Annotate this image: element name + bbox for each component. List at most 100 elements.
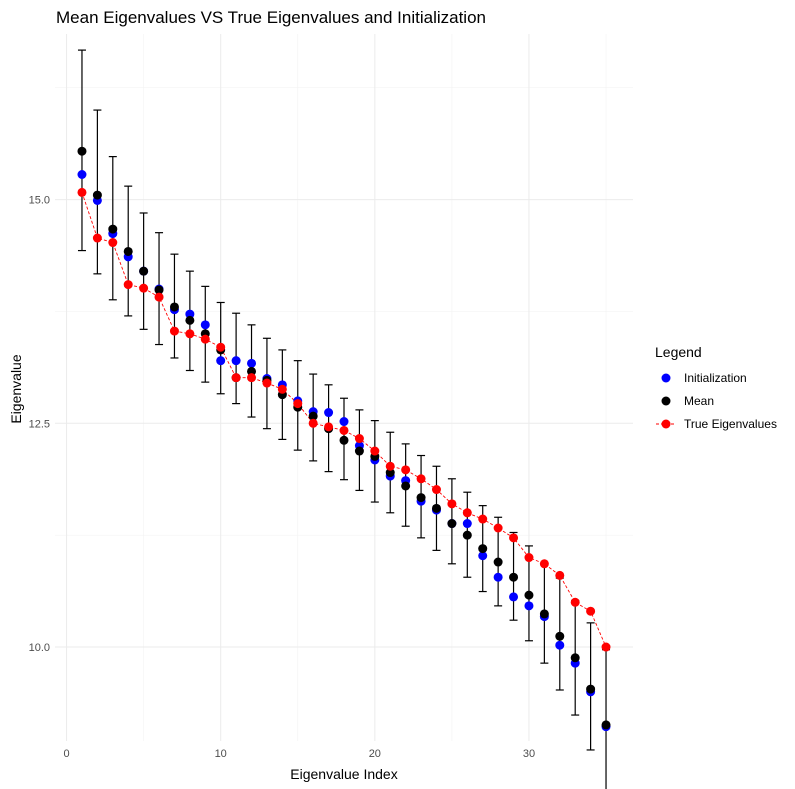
initialization-point	[247, 358, 257, 368]
true-eigenvalue-point	[416, 474, 426, 484]
mean-points	[77, 146, 611, 730]
true-eigenvalue-point	[277, 384, 287, 394]
x-axis-ticks: 0 10 20 30	[63, 748, 535, 760]
y-tick-label: 15.0	[29, 195, 50, 207]
mean-point	[462, 530, 472, 540]
y-axis-ticks: 10.0 12.5 15.0	[29, 195, 50, 654]
initialization-point	[231, 356, 241, 366]
initialization-point	[509, 592, 519, 602]
mean-point	[185, 315, 195, 325]
mean-point	[385, 468, 395, 478]
mean-point	[308, 411, 318, 421]
mean-point	[247, 366, 257, 376]
legend-label-mean: Mean	[684, 394, 714, 408]
true-eigenvalue-points	[77, 187, 611, 652]
true-eigenvalue-point	[231, 373, 241, 383]
mean-point	[555, 631, 565, 641]
legend: Legend Initialization Mean True Eigenval…	[655, 344, 777, 431]
initialization-point	[462, 519, 472, 529]
mean-point	[123, 246, 133, 256]
true-eigenvalue-point	[169, 326, 179, 336]
legend-key-initialization	[661, 373, 671, 383]
y-tick-label: 10.0	[29, 642, 50, 654]
mean-point	[416, 493, 426, 503]
true-eigenvalue-point	[247, 373, 257, 383]
mean-point	[169, 302, 179, 312]
mean-point	[447, 519, 457, 529]
mean-point	[493, 557, 503, 567]
true-eigenvalue-point	[324, 422, 334, 432]
legend-label-initialization: Initialization	[684, 371, 747, 385]
initialization-point	[478, 551, 488, 561]
true-eigenvalue-point	[431, 485, 441, 495]
mean-point	[154, 285, 164, 295]
error-bar	[602, 649, 611, 789]
true-eigenvalue-point	[539, 559, 549, 569]
true-eigenvalue-point	[77, 187, 87, 197]
true-eigenvalue-point	[216, 342, 226, 352]
mean-point	[139, 266, 149, 276]
true-eigenvalue-point	[154, 292, 164, 302]
initialization-point	[324, 408, 334, 418]
true-eigenvalue-point	[262, 378, 272, 388]
initialization-point	[185, 309, 195, 319]
true-eigenvalue-point	[401, 465, 411, 475]
legend-title: Legend	[655, 344, 702, 360]
mean-point	[354, 446, 364, 456]
true-eigenvalue-point	[370, 446, 380, 456]
mean-point	[539, 609, 549, 619]
true-eigenvalue-point	[385, 461, 395, 471]
true-eigenvalues-path	[81, 192, 607, 648]
true-eigenvalues-line	[81, 192, 607, 648]
true-eigenvalue-point	[308, 418, 318, 428]
x-axis-title: Eigenvalue Index	[290, 766, 397, 782]
true-eigenvalue-point	[447, 499, 457, 509]
initialization-point	[555, 640, 565, 650]
plot-grid	[55, 34, 633, 741]
mean-point	[570, 653, 580, 663]
true-eigenvalue-point	[509, 533, 519, 543]
mean-point	[108, 224, 118, 234]
true-eigenvalue-point	[108, 238, 118, 248]
true-eigenvalue-point	[462, 508, 472, 518]
true-eigenvalue-point	[92, 233, 102, 243]
true-eigenvalue-point	[493, 523, 503, 533]
initialization-point	[216, 356, 226, 366]
mean-point	[92, 190, 102, 200]
initialization-point	[339, 417, 349, 427]
mean-point	[509, 572, 519, 582]
chart-title: Mean Eigenvalues VS True Eigenvalues and…	[56, 8, 486, 27]
mean-point	[339, 435, 349, 445]
true-eigenvalue-point	[200, 334, 210, 344]
true-eigenvalue-point	[293, 399, 303, 409]
true-eigenvalue-point	[354, 434, 364, 444]
x-tick-label: 20	[369, 748, 381, 760]
y-tick-label: 12.5	[29, 418, 50, 430]
true-eigenvalue-point	[555, 570, 565, 580]
x-tick-label: 10	[215, 748, 227, 760]
x-tick-label: 30	[523, 748, 535, 760]
legend-entry-initialization: Initialization	[661, 371, 747, 385]
mean-point	[401, 481, 411, 491]
y-axis-title: Eigenvalue	[8, 354, 24, 423]
initialization-point	[200, 320, 210, 330]
true-eigenvalue-point	[185, 329, 195, 339]
true-eigenvalue-point	[570, 597, 580, 607]
legend-entry-true-eigenvalues: True Eigenvalues	[656, 417, 777, 431]
mean-point	[431, 503, 441, 513]
legend-entry-mean: Mean	[661, 394, 714, 408]
x-tick-label: 0	[63, 748, 69, 760]
mean-point	[478, 544, 488, 554]
true-eigenvalue-point	[586, 606, 596, 616]
mean-point	[601, 720, 611, 730]
legend-key-true-eigenvalues	[661, 419, 671, 429]
mean-point	[586, 684, 596, 694]
legend-key-mean	[661, 396, 671, 406]
legend-label-true-eigenvalues: True Eigenvalues	[684, 417, 777, 431]
initialization-point	[493, 572, 503, 582]
initialization-point	[524, 601, 534, 611]
true-eigenvalue-point	[123, 280, 133, 290]
mean-point	[77, 146, 87, 156]
true-eigenvalue-point	[524, 553, 534, 563]
